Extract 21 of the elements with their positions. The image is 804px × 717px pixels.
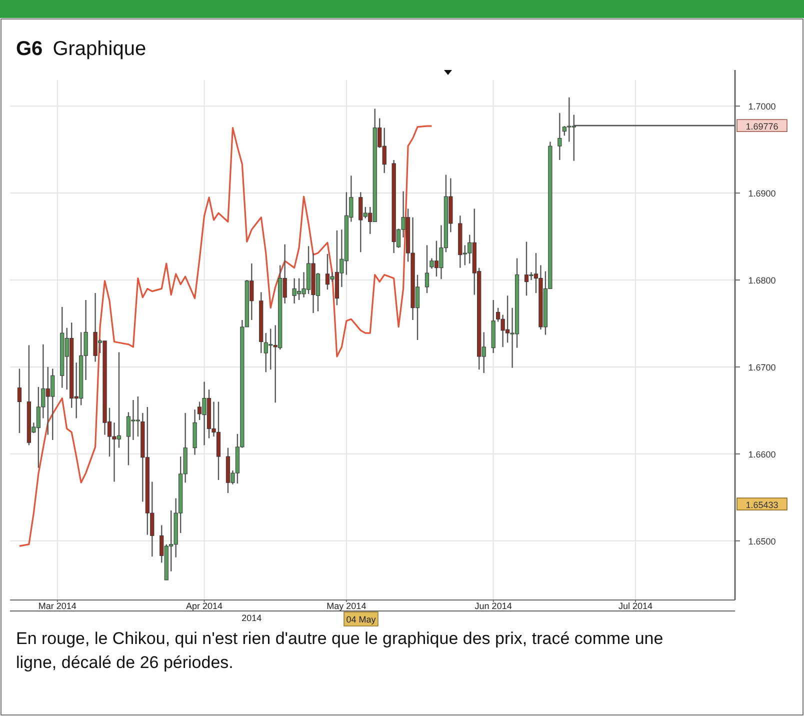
candlestick (558, 112, 562, 161)
y-tick-label: 1.6700 (748, 362, 776, 372)
line-series (18, 125, 433, 547)
x-tick-label: Mar 2014 (38, 601, 76, 611)
x-tick-label: Apr 2014 (186, 601, 223, 611)
y-tick-label: 1.6900 (748, 188, 776, 199)
chart-title: G6 Graphique (16, 38, 146, 60)
text: 04 May (346, 614, 376, 624)
x-tick-label: May 2014 (326, 601, 366, 611)
text: En rouge, le Chikou, qui n'est rien d'autre que le graphique des prix, tracé comme une ligne, décalé de 26 périodes. (16, 629, 664, 672)
x-axis-title: 2014 (242, 613, 262, 623)
ref-line-label: 1.69776 (746, 122, 778, 132)
x-tick-label: Jun 2014 (474, 601, 512, 611)
y-tick-label: 1.7000 (748, 102, 776, 112)
text: 1.65433 (746, 500, 778, 510)
y-tick-label: 1.6500 (748, 536, 776, 546)
candlestick (17, 368, 22, 434)
y-tick-label: 1.6600 (748, 449, 776, 460)
candlestick (424, 244, 430, 294)
y-tick-label: 1.6800 (748, 276, 776, 286)
x-tick-label: Jul 2014 (618, 601, 653, 611)
